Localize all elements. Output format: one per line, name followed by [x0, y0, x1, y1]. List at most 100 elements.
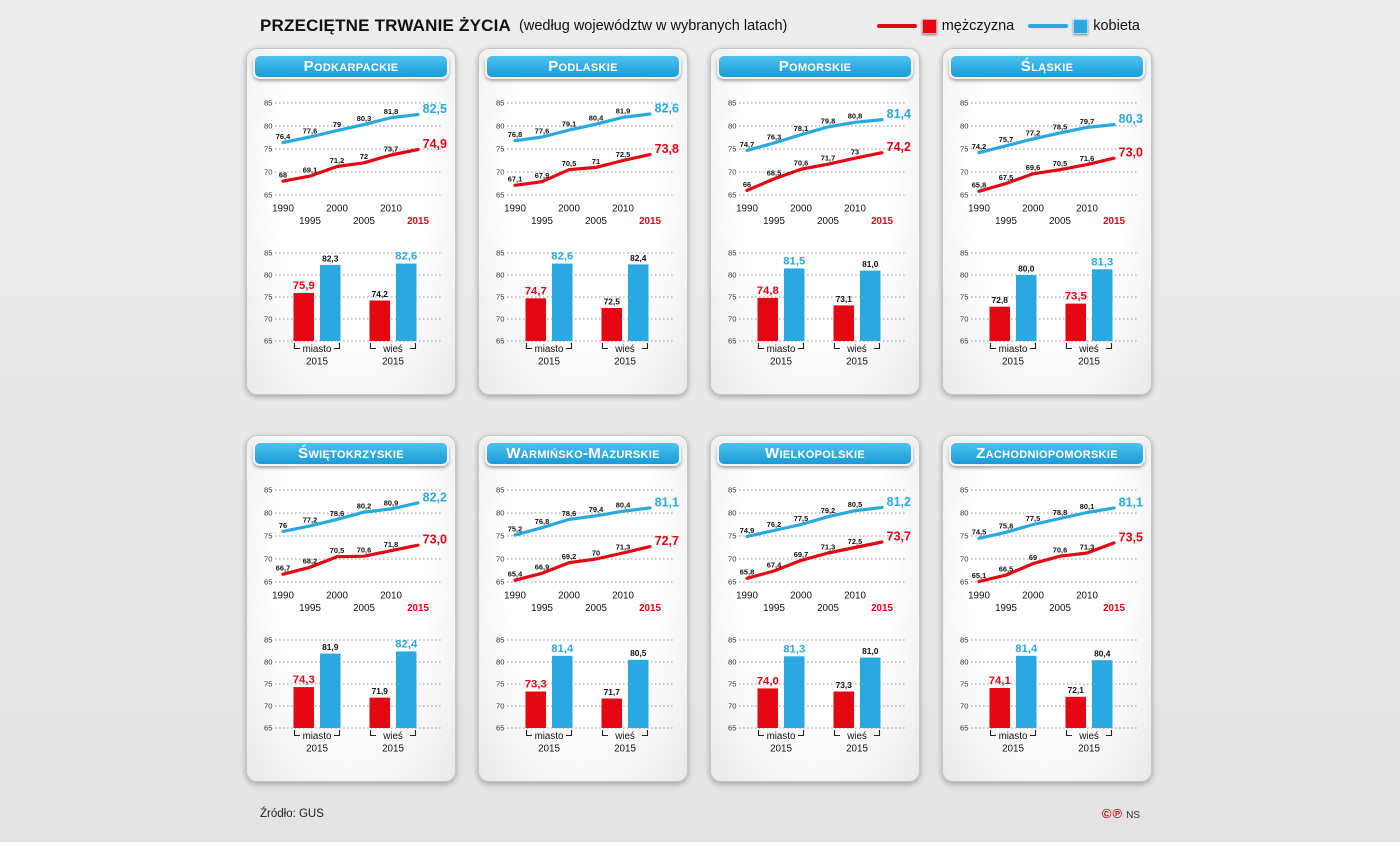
svg-text:80,0: 80,0 [1018, 263, 1035, 273]
line-chart-svg: 65 70 75 80 85 75,2 76,8 78,6 79,4 80,4 81,1 65,4 66… [496, 486, 679, 614]
svg-text:2005: 2005 [1049, 216, 1071, 227]
copyright-icon: ©℗ [1101, 806, 1124, 821]
region-title: Podlaskie [485, 54, 681, 79]
svg-text:72,1: 72,1 [1068, 685, 1085, 695]
svg-text:miasto: miasto [303, 344, 332, 355]
line-chart-svg: 65 70 75 80 85 74,7 76,3 78,1 79,8 80,8 81,4 66 68,5… [728, 99, 911, 227]
svg-text:71,7: 71,7 [604, 687, 621, 697]
svg-text:85: 85 [728, 486, 736, 495]
svg-text:70: 70 [728, 315, 736, 324]
svg-text:80: 80 [264, 658, 272, 667]
svg-text:2010: 2010 [380, 591, 402, 602]
svg-text:2015: 2015 [871, 216, 893, 227]
svg-text:71,8: 71,8 [384, 540, 398, 549]
svg-text:85: 85 [496, 99, 504, 108]
svg-text:75: 75 [496, 293, 504, 302]
svg-text:2005: 2005 [353, 216, 375, 227]
svg-text:miasto: miasto [767, 731, 796, 742]
svg-text:78,6: 78,6 [330, 509, 344, 518]
svg-text:2015: 2015 [382, 357, 404, 368]
svg-text:81,4: 81,4 [1015, 643, 1038, 655]
svg-text:79,2: 79,2 [821, 506, 835, 515]
svg-text:75: 75 [728, 145, 736, 154]
titlebar: PRZECIĘTNE TRWANIE ŻYCIA (według wojewód… [246, 14, 1154, 48]
svg-text:2015: 2015 [1002, 744, 1024, 755]
svg-text:85: 85 [264, 249, 272, 258]
svg-text:80: 80 [728, 122, 736, 131]
svg-text:66,7: 66,7 [276, 564, 290, 573]
svg-text:70: 70 [264, 702, 272, 711]
svg-text:2015: 2015 [1078, 357, 1100, 368]
line-chart-svg: 65 70 75 80 85 74,9 76,2 77,5 79,2 80,5 81,2 65,8 67… [728, 486, 911, 614]
svg-text:80: 80 [264, 122, 272, 131]
svg-text:66,5: 66,5 [999, 565, 1013, 574]
panel-row-1: Podkarpackie 65 70 75 80 85 76,4 77,6 79 80,3 81,8… [246, 48, 1154, 395]
infographic: PRZECIĘTNE TRWANIE ŻYCIA (według wojewód… [246, 0, 1154, 821]
svg-text:80,3: 80,3 [357, 114, 371, 123]
svg-text:80: 80 [496, 658, 504, 667]
legend: mężczyzna kobieta [876, 18, 1140, 34]
legend-item-female: kobieta [1028, 18, 1140, 34]
svg-text:2005: 2005 [585, 216, 607, 227]
svg-text:71,7: 71,7 [821, 154, 835, 163]
svg-text:81,1: 81,1 [1119, 495, 1143, 509]
svg-text:70: 70 [728, 555, 736, 564]
svg-text:75: 75 [960, 145, 968, 154]
svg-text:wieś: wieś [846, 731, 867, 742]
svg-text:80,3: 80,3 [1119, 112, 1143, 126]
svg-text:2005: 2005 [353, 603, 375, 614]
svg-text:wieś: wieś [614, 344, 635, 355]
svg-text:74,9: 74,9 [423, 137, 447, 151]
svg-text:78,6: 78,6 [562, 509, 576, 518]
svg-text:76,4: 76,4 [276, 132, 291, 141]
svg-text:72,7: 72,7 [655, 534, 679, 548]
region-title: Podkarpackie [253, 54, 449, 79]
panel-row-2: Świętokrzyskie 65 70 75 80 85 76 77,2 78,6 80,2 80… [246, 435, 1154, 782]
svg-text:80,9: 80,9 [384, 498, 398, 507]
bar-chart-svg: 65 70 75 80 85 74,8 81,5 miasto 2015 73,1 81,0 wieś… [728, 249, 907, 368]
svg-text:73: 73 [851, 148, 859, 157]
svg-text:80: 80 [960, 509, 968, 518]
svg-text:75: 75 [960, 680, 968, 689]
male-line-icon [876, 24, 917, 28]
legend-label-male: mężczyzna [941, 18, 1015, 34]
svg-text:69: 69 [1029, 553, 1037, 562]
svg-text:67,9: 67,9 [535, 171, 549, 180]
svg-text:65,1: 65,1 [972, 571, 986, 580]
svg-text:1990: 1990 [968, 591, 990, 602]
svg-text:71,3: 71,3 [821, 542, 835, 551]
svg-text:2015: 2015 [407, 216, 429, 227]
svg-text:74,0: 74,0 [757, 675, 779, 687]
svg-text:79,4: 79,4 [589, 505, 604, 514]
svg-text:80,5: 80,5 [630, 648, 647, 658]
region-title: Zachodniopomorskie [949, 441, 1145, 466]
panel-wielkopolskie: Wielkopolskie 65 70 75 80 85 74,9 76,2 77,5 79,2 8… [710, 435, 920, 782]
svg-text:wieś: wieś [1078, 344, 1099, 355]
svg-text:73,7: 73,7 [887, 530, 911, 544]
svg-text:80,5: 80,5 [848, 500, 862, 509]
svg-text:2015: 2015 [1078, 744, 1100, 755]
region-title: Pomorskie [717, 54, 913, 79]
svg-text:1990: 1990 [968, 204, 990, 215]
svg-text:2010: 2010 [380, 204, 402, 215]
page-subtitle: (według województw w wybranych latach) [519, 18, 788, 34]
svg-text:80: 80 [264, 509, 272, 518]
svg-text:2000: 2000 [1022, 204, 1044, 215]
svg-text:68: 68 [279, 171, 287, 180]
svg-text:wieś: wieś [382, 344, 403, 355]
svg-text:65: 65 [496, 724, 504, 733]
svg-text:82,3: 82,3 [322, 253, 339, 263]
svg-text:85: 85 [960, 249, 968, 258]
svg-text:70: 70 [960, 168, 968, 177]
svg-text:75: 75 [264, 145, 272, 154]
svg-text:65,4: 65,4 [508, 570, 523, 579]
svg-text:80: 80 [496, 122, 504, 131]
region-title: Śląskie [949, 54, 1145, 79]
svg-text:70,5: 70,5 [330, 546, 344, 555]
svg-text:miasto: miasto [767, 344, 796, 355]
svg-text:71,9: 71,9 [372, 686, 389, 696]
svg-text:81,3: 81,3 [1091, 256, 1113, 268]
svg-text:65: 65 [496, 191, 504, 200]
svg-text:2005: 2005 [817, 603, 839, 614]
bar-chart-svg: 65 70 75 80 85 74,0 81,3 miasto 2015 73,3 81,0 wieś… [728, 636, 907, 755]
